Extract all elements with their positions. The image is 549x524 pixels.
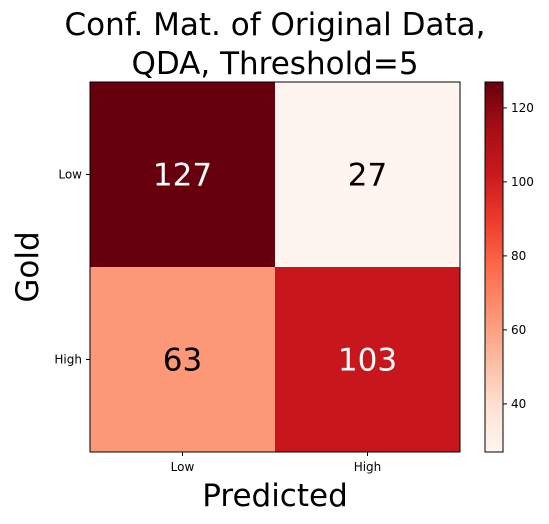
chart-title-line-2: QDA, Threshold=5 xyxy=(131,46,418,82)
x-axis-label: Predicted xyxy=(202,478,348,514)
heatmap-cell xyxy=(275,267,460,452)
chart-title-line-1: Conf. Mat. of Original Data, xyxy=(65,7,486,43)
cell-value-label: 103 xyxy=(338,343,397,379)
heatmap-frame xyxy=(89,81,461,453)
cell-value-label: 127 xyxy=(153,158,212,194)
colorbar-tick-label: 80 xyxy=(511,249,526,263)
x-axis-ticks: Low High xyxy=(171,452,382,474)
cell-value-label: 27 xyxy=(348,158,387,194)
heatmap-cell xyxy=(275,82,460,267)
y-axis-label: Gold xyxy=(10,231,46,302)
heatmap-cell xyxy=(90,82,275,267)
y-axis-ticks: Low High xyxy=(54,168,90,367)
x-tick-label: High xyxy=(354,460,382,474)
x-tick-label: Low xyxy=(171,460,195,474)
colorbar-tick-label: 60 xyxy=(511,323,526,337)
colorbar-ticks: 40 60 80 100 120 xyxy=(503,101,534,411)
heatmap-cell xyxy=(90,267,275,452)
colorbar xyxy=(484,81,504,453)
colorbar-tick-label: 40 xyxy=(511,397,526,411)
colorbar-tick-label: 120 xyxy=(511,101,534,115)
cell-value-label: 63 xyxy=(163,343,202,379)
y-tick-label: Low xyxy=(58,168,82,182)
y-tick-label: High xyxy=(54,353,82,367)
heatmap-cells: 127 27 63 103 xyxy=(90,82,460,452)
colorbar-tick-label: 100 xyxy=(511,175,534,189)
